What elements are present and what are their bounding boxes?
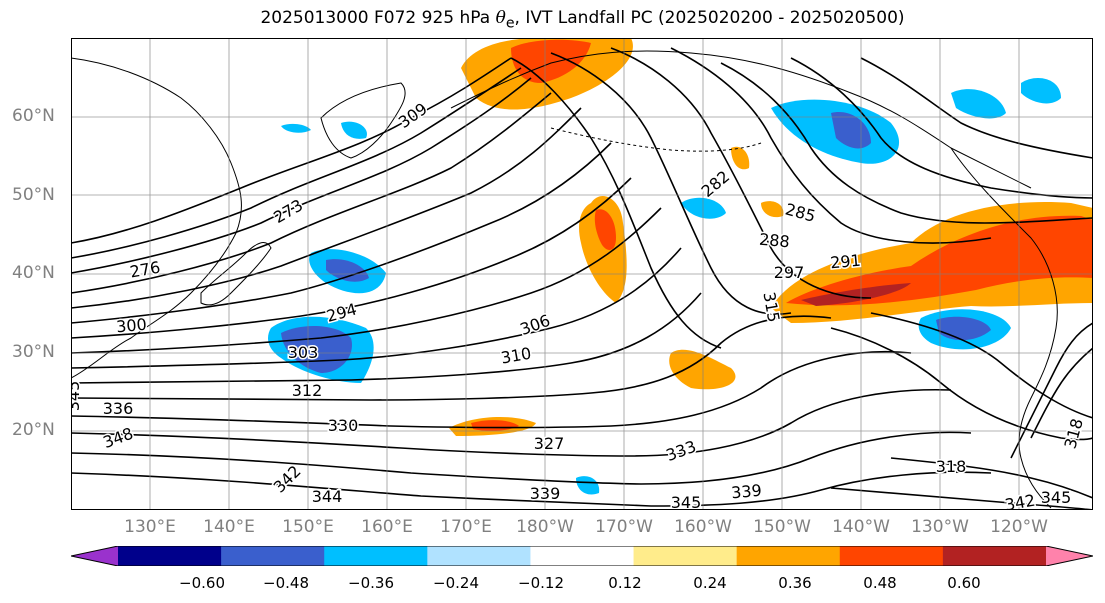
colorbar-extend-max: [1046, 546, 1093, 566]
contour-label-344: 344: [312, 487, 343, 506]
contour-label-288: 288: [758, 230, 790, 252]
contour-label-297: 297: [774, 263, 805, 282]
colorbar-tick-pos012: 0.12: [608, 574, 642, 592]
coast-aleutians: [550, 127, 762, 152]
map-panel: 2732762822852882912942973003033063093103…: [71, 38, 1093, 510]
shade-sm-orange4: [731, 146, 750, 170]
theta-symbol: θ: [495, 8, 506, 28]
gridlines: [71, 38, 1093, 510]
shade-kam-blue: [341, 121, 367, 139]
coast-namerica: [950, 147, 1058, 509]
shade-sub-orange1: [669, 349, 736, 390]
contour-label-318: 318: [936, 457, 967, 476]
contour-label-342: 342: [1003, 491, 1036, 510]
lat-label-50n: 50°N: [12, 185, 55, 205]
coast-kamchatka: [320, 82, 406, 159]
lon-label-160w: 160°W: [674, 517, 732, 537]
lon-label-140e: 140°E: [203, 517, 255, 537]
lon-label-180w: 180°W: [516, 517, 574, 537]
colorbar-cell: [530, 546, 635, 566]
colorbar-tick-neg048: −0.48: [263, 574, 309, 592]
contour-label-303: 303: [288, 343, 319, 362]
lon-label-150e: 150°E: [282, 517, 334, 537]
colorbar-cell: [221, 546, 325, 566]
colorbar-tick-neg012: −0.12: [518, 574, 564, 592]
shade-bering-red: [511, 39, 591, 83]
contour-label-339: 339: [730, 481, 762, 503]
contour-label-291: 291: [829, 251, 861, 273]
coast-asia: [71, 57, 242, 379]
pc-shading: [268, 38, 1093, 495]
colorbar-cell: [942, 546, 1047, 566]
colorbar-cell: [118, 546, 222, 566]
lon-label-130w: 130°W: [911, 517, 969, 537]
colorbar-cell: [736, 546, 841, 566]
lon-label-170e: 170°E: [440, 517, 492, 537]
colorbar-cell: [427, 546, 531, 566]
contour-label-345: 345: [1041, 488, 1072, 507]
lon-label-170w: 170°W: [595, 517, 653, 537]
shade-central-orange: [579, 195, 627, 303]
lon-label-140w: 140°W: [832, 517, 890, 537]
colorbar-cell: [839, 546, 944, 566]
theta-e-contours: [71, 47, 1093, 510]
contour-label-345: 345: [71, 381, 83, 412]
colorbar: [71, 546, 1093, 566]
lat-label-40n: 40°N: [12, 263, 55, 283]
shade-central-red: [594, 209, 616, 250]
colorbar-tick-neg024: −0.24: [433, 574, 479, 592]
contour-label-300: 300: [115, 315, 147, 337]
lon-label-150w: 150°W: [753, 517, 811, 537]
shade-nw-blue: [951, 89, 1006, 119]
lon-label-160e: 160°E: [361, 517, 413, 537]
lat-label-20n: 20°N: [12, 420, 55, 440]
contour-label-327: 327: [534, 434, 565, 453]
colorbar-extend-min: [71, 546, 118, 566]
lat-label-30n: 30°N: [12, 342, 55, 362]
contour-label-336: 336: [103, 399, 134, 418]
lon-label-130e: 130°E: [124, 517, 176, 537]
shade-nep-red: [786, 215, 1093, 306]
shade-nep-darkred: [801, 283, 911, 306]
lat-label-60n: 60°N: [12, 106, 55, 126]
colorbar-cell: [633, 546, 738, 566]
title-suffix: , IVT Landfall PC (2025020200 - 20250205…: [514, 8, 905, 28]
shade-sm-blue: [681, 197, 726, 219]
theta-subscript: e: [505, 15, 515, 32]
title-prefix: 2025013000 F072 925 hPa: [260, 8, 496, 28]
shade-sm-orange3: [761, 201, 784, 218]
shade-wp-darkblue1: [326, 259, 369, 282]
colorbar-cell: [324, 546, 428, 566]
contour-label-330: 330: [328, 416, 359, 435]
contour-label-312: 312: [292, 381, 323, 400]
colorbar-tick-neg060: −0.60: [179, 574, 225, 592]
contour-label-339: 339: [530, 484, 561, 503]
colorbar-tick-pos048: 0.48: [863, 574, 897, 592]
colorbar-tick-pos036: 0.36: [778, 574, 812, 592]
contour-label-345: 345: [671, 493, 702, 510]
shade-ne-blue: [1021, 78, 1061, 104]
lon-label-120w: 120°W: [990, 517, 1048, 537]
coast-japan: [200, 242, 272, 306]
chart-title: 2025013000 F072 925 hPa θe, IVT Landfall…: [0, 8, 1105, 31]
coastlines: [71, 50, 1058, 509]
shade-okh-blue: [281, 123, 311, 133]
colorbar-tick-pos060: 0.60: [947, 574, 981, 592]
shade-sm-blue2: [576, 476, 600, 495]
colorbar-tick-pos024: 0.24: [693, 574, 727, 592]
colorbar-tick-neg036: −0.36: [348, 574, 394, 592]
